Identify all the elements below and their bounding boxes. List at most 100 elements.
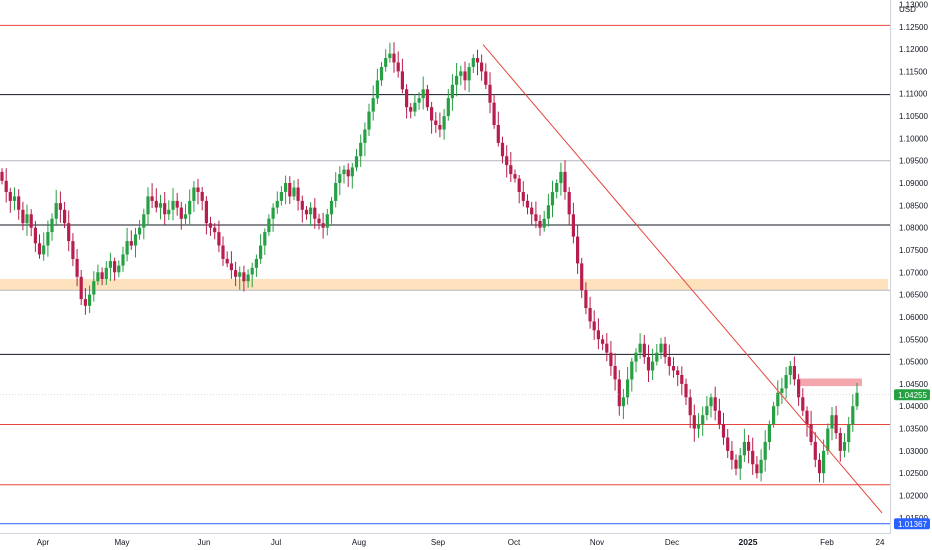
candle [797,374,801,406]
price-tick-label: 1.12500 [899,23,928,32]
time-axis[interactable] [0,533,891,550]
candle [67,210,71,252]
candle [146,187,150,226]
candle [496,111,500,147]
candle [334,172,338,208]
candle [321,212,325,239]
candle [655,344,659,366]
candle [659,337,663,359]
candle [701,406,705,436]
candle [534,201,538,229]
price-tick-label: 1.11000 [899,90,928,99]
candle [788,361,792,385]
candle [525,194,530,215]
candle [450,74,454,111]
candle [809,410,813,446]
candle [96,264,100,286]
time-tick-label: Nov [590,538,604,547]
candle [484,63,488,90]
candle [225,251,229,268]
time-axis-labels: Apr May Jun Jul Aug Sep Oct Nov Dec 2025 Feb 24 [37,537,885,547]
candle [409,103,413,119]
price-tick-label: 1.03500 [899,425,928,434]
candle [500,136,505,164]
price-tick-label: 1.03000 [899,447,928,456]
candle [54,189,58,225]
candle [133,228,138,258]
horizontal-levels [0,24,890,525]
candle [613,353,617,391]
candle [292,180,296,201]
time-tick-label: 2025 [739,537,758,547]
candle [517,175,521,204]
price-tick-label: 1.09000 [899,179,928,188]
candle [171,188,175,221]
candle [83,288,87,315]
candle [550,180,555,218]
candle [71,233,75,267]
candle [242,265,246,292]
candle [588,296,592,329]
price-tick-label: 1.13000 [899,1,928,10]
candle [284,175,288,205]
candle [855,383,859,410]
candle [158,194,163,220]
time-tick-label: Apr [37,538,50,547]
price-zones [0,279,888,387]
svg-text:1.04255: 1.04255 [898,391,927,400]
candle [630,357,634,392]
price-tick-label: 1.11500 [899,67,928,76]
candle [692,404,696,442]
candle [688,389,692,429]
candle [763,430,767,472]
candle [179,201,183,230]
candle [388,42,392,63]
candle [438,112,442,138]
price-tick-label: 1.04000 [899,402,928,411]
candle [759,449,763,482]
candle [646,344,651,382]
candle [776,380,780,416]
candle [108,252,112,281]
price-tick-label: 1.09500 [899,157,928,166]
candle [742,428,746,462]
candle [125,227,129,262]
candle [834,405,838,439]
candle [21,201,25,231]
candle [851,394,855,432]
candle [100,267,104,286]
candle [396,51,400,78]
candle [117,260,121,278]
candle [817,453,822,483]
time-tick-label: Aug [352,538,366,547]
candle [208,216,213,236]
candle [183,203,188,226]
candle [596,318,600,350]
downtrend-line[interactable] [482,44,883,514]
candle [505,145,509,178]
candle [405,84,409,119]
candle [88,285,92,314]
candle [780,377,784,404]
candle [363,122,367,157]
candle [521,181,525,207]
candle [359,134,363,167]
candle [442,109,446,140]
candle [709,393,713,418]
price-tick-label: 1.05500 [899,335,928,344]
candle [46,220,50,257]
candle [121,246,125,272]
candle [546,193,550,227]
candle [375,68,379,105]
candle [150,183,154,208]
candle [459,65,463,86]
candle [204,196,208,235]
price-axis[interactable] [891,0,932,550]
candle [234,261,238,287]
candle [801,388,805,416]
candle [772,401,776,428]
candle [113,257,117,281]
candle [296,178,300,211]
candle [263,228,267,255]
